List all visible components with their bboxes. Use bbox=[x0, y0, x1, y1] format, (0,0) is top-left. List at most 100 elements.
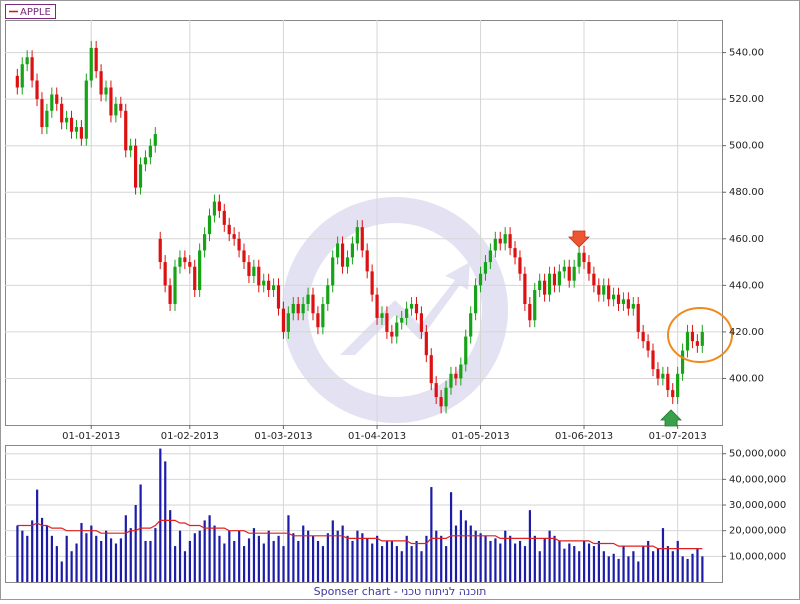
candle-body bbox=[611, 294, 616, 300]
volume-bar bbox=[632, 551, 635, 582]
volume-bar bbox=[36, 489, 39, 582]
candle-body bbox=[429, 355, 433, 384]
candle-body bbox=[178, 257, 182, 267]
candle-body bbox=[331, 257, 335, 286]
volume-bar bbox=[188, 540, 191, 582]
candle-body bbox=[370, 271, 374, 295]
volume-bar bbox=[203, 520, 206, 582]
candle-body bbox=[55, 94, 59, 104]
candle-body bbox=[538, 280, 542, 290]
candle-body bbox=[119, 103, 123, 111]
volume-bar bbox=[198, 530, 201, 582]
volume-bar bbox=[149, 540, 152, 582]
volume-bar bbox=[528, 510, 532, 582]
volume-bar bbox=[548, 530, 551, 582]
legend-box bbox=[5, 4, 56, 19]
candle-body bbox=[552, 273, 557, 286]
x-tick-label: 01-02-2013 bbox=[161, 431, 219, 442]
volume-bar bbox=[371, 543, 374, 582]
x-tick-label: 01-06-2013 bbox=[555, 431, 613, 442]
volume-bar bbox=[252, 528, 256, 582]
volume-bar bbox=[656, 548, 660, 582]
volume-bar bbox=[100, 540, 103, 582]
candle-body bbox=[567, 266, 571, 281]
volume-bar bbox=[647, 540, 650, 582]
volume-bar bbox=[454, 525, 458, 582]
candle-body bbox=[114, 103, 118, 116]
volume-bar bbox=[420, 551, 423, 582]
volume-bar bbox=[380, 546, 384, 582]
y-tick-label: 480.00 bbox=[729, 187, 764, 198]
volume-bar bbox=[607, 556, 610, 582]
volume-bar bbox=[21, 530, 24, 582]
candle-body bbox=[188, 262, 192, 267]
volume-bar bbox=[484, 535, 487, 582]
volume-bar bbox=[376, 535, 379, 582]
volume-bar bbox=[169, 510, 172, 582]
volume-bar bbox=[321, 546, 325, 582]
volume-bar bbox=[346, 535, 349, 582]
volume-bar bbox=[415, 540, 418, 582]
candle-body bbox=[488, 250, 492, 263]
candle-body bbox=[474, 285, 478, 314]
volume-bar bbox=[587, 543, 591, 582]
volume-bar bbox=[31, 520, 34, 582]
legend-label: APPLE bbox=[20, 7, 51, 18]
volume-bar bbox=[617, 558, 620, 582]
volume-bar bbox=[65, 535, 68, 582]
candle-body bbox=[276, 285, 281, 309]
volume-bar bbox=[351, 540, 354, 582]
volume-bar bbox=[642, 546, 645, 582]
volume-average-line bbox=[17, 519, 703, 550]
candle-body bbox=[360, 227, 364, 251]
volume-bar bbox=[164, 461, 167, 582]
volume-bar bbox=[568, 543, 571, 582]
candle-body bbox=[616, 294, 621, 304]
candle-body bbox=[158, 238, 162, 263]
volume-bar bbox=[213, 525, 216, 582]
candle-body bbox=[449, 373, 453, 388]
candle-body bbox=[296, 303, 300, 314]
volume-bar bbox=[124, 515, 127, 582]
volume-bar bbox=[267, 530, 270, 582]
candle-body bbox=[587, 262, 591, 274]
volume-bar bbox=[311, 535, 315, 582]
candle-body bbox=[301, 303, 305, 314]
volume-bar bbox=[469, 525, 472, 582]
volume-bar bbox=[553, 535, 556, 582]
candle-body bbox=[345, 257, 350, 267]
candle-body bbox=[217, 201, 221, 211]
volume-bar bbox=[538, 551, 541, 582]
x-tick-label: 01-04-2013 bbox=[348, 431, 406, 442]
volume-bar bbox=[178, 530, 182, 582]
candle-body bbox=[464, 336, 468, 365]
candle-body bbox=[469, 313, 473, 337]
volume-bar bbox=[696, 548, 699, 582]
volume-bar bbox=[390, 540, 394, 582]
volume-bar bbox=[686, 558, 689, 582]
volume-bar bbox=[183, 551, 187, 582]
volume-bar bbox=[331, 520, 334, 582]
candle-body bbox=[311, 294, 315, 314]
candle-body bbox=[45, 110, 49, 128]
candle-body bbox=[355, 227, 359, 244]
volume-bar bbox=[514, 543, 517, 582]
candle-body bbox=[380, 313, 384, 318]
candle-body bbox=[641, 331, 645, 342]
candle-body bbox=[20, 64, 24, 88]
volume-bar bbox=[440, 535, 443, 582]
candle-body bbox=[291, 303, 295, 314]
candle-body bbox=[267, 280, 271, 290]
volume-bar bbox=[109, 538, 113, 582]
candle-body bbox=[419, 313, 424, 332]
volume-bar bbox=[307, 530, 310, 582]
highlight-circle bbox=[667, 307, 733, 363]
candle-body bbox=[518, 257, 522, 274]
candle-body bbox=[281, 308, 286, 332]
volume-bar bbox=[612, 553, 615, 582]
volume-bar bbox=[652, 551, 655, 582]
volume-bar bbox=[223, 543, 226, 582]
volume-bar bbox=[509, 535, 512, 582]
candle-body bbox=[542, 280, 547, 295]
